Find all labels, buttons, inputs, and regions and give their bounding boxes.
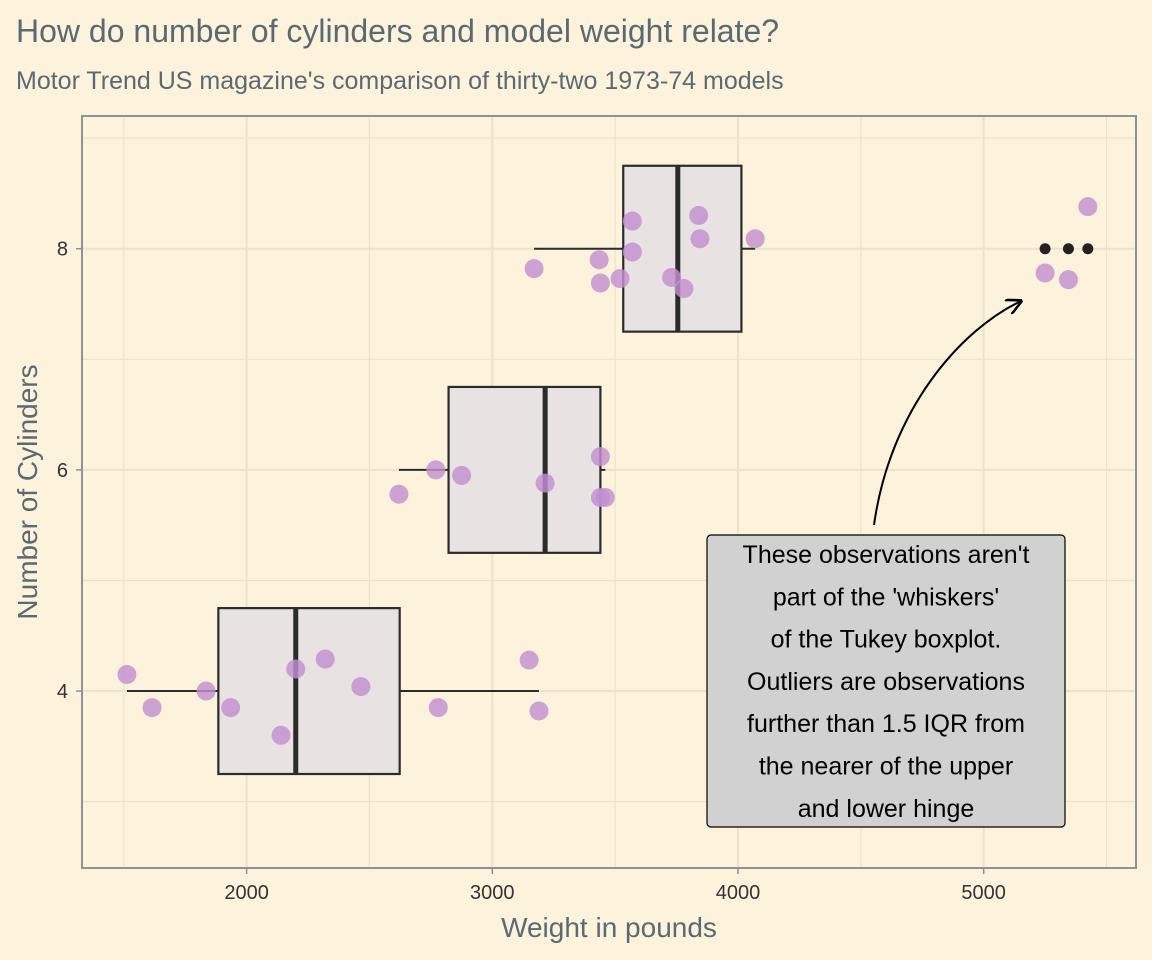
- data-point: [351, 677, 371, 697]
- y-tick-label: 6: [57, 460, 68, 482]
- data-point: [1078, 197, 1098, 217]
- outlier-point: [1082, 243, 1094, 255]
- outliers: [1039, 243, 1094, 255]
- annotation-line: Outliers are observations: [747, 668, 1025, 696]
- data-point: [690, 229, 710, 249]
- box-iqr: [447, 385, 602, 554]
- annotation-line: and lower hinge: [798, 795, 975, 823]
- panel-border: [81, 115, 1137, 869]
- data-point: [535, 473, 555, 493]
- data-point: [674, 279, 694, 299]
- data-point: [142, 698, 162, 718]
- y-axis-ticks: 4 6 8: [57, 239, 82, 703]
- data-point: [271, 725, 291, 745]
- x-tick-label: 5000: [961, 882, 1006, 904]
- y-tick-label: 4: [57, 681, 68, 703]
- data-point: [622, 242, 642, 262]
- data-point: [590, 447, 610, 467]
- data-point: [452, 465, 472, 485]
- annotation-line: of the Tukey boxplot.: [771, 626, 1002, 654]
- y-tick-label: 8: [57, 239, 68, 261]
- data-point: [589, 250, 609, 270]
- data-point: [689, 206, 709, 226]
- data-point: [221, 698, 241, 718]
- chart-subtitle: Motor Trend US magazine's comparison of …: [16, 67, 784, 95]
- outlier-point: [1039, 243, 1051, 255]
- data-point: [1058, 270, 1078, 290]
- x-tick-label: 3000: [470, 882, 515, 904]
- data-point: [117, 664, 137, 684]
- annotation-line: These observations aren't: [743, 541, 1030, 569]
- y-axis-label: Number of Cylinders: [12, 364, 43, 619]
- data-point: [529, 701, 549, 721]
- annotation: These observations aren't part of the 'wh…: [706, 301, 1066, 828]
- annotation-line: the nearer of the upper: [759, 753, 1013, 781]
- annotation-arrow: [873, 301, 1021, 526]
- data-point: [590, 273, 610, 293]
- data-point: [286, 659, 306, 679]
- box-group-6-cyl: [398, 385, 606, 554]
- data-point: [428, 698, 448, 718]
- chart-title: How do number of cylinders and model wei…: [16, 13, 779, 49]
- x-axis-label: Weight in pounds: [501, 912, 717, 943]
- box-group-4-cyl: [126, 607, 539, 776]
- box-group-8-cyl: [534, 164, 756, 333]
- data-point: [662, 267, 682, 287]
- data-point: [745, 229, 765, 249]
- data-point: [519, 650, 539, 670]
- data-point: [595, 488, 615, 508]
- points: [117, 197, 1098, 745]
- data-point: [315, 649, 335, 669]
- data-point: [196, 681, 216, 701]
- data-point: [610, 269, 630, 289]
- annotation-line: further than 1.5 IQR from: [747, 710, 1025, 738]
- data-point: [389, 484, 409, 504]
- annotation-text: These observations aren't part of the 'wh…: [743, 541, 1030, 823]
- data-point: [622, 211, 642, 231]
- data-point: [524, 259, 544, 279]
- box-iqr: [622, 164, 743, 333]
- boxes: [126, 164, 756, 776]
- x-axis-ticks: 2000 3000 4000 5000: [224, 868, 1006, 904]
- x-tick-label: 4000: [716, 882, 761, 904]
- annotation-line: part of the 'whiskers': [773, 583, 999, 611]
- data-point: [426, 460, 446, 480]
- data-point: [1035, 263, 1055, 283]
- outlier-point: [1062, 243, 1074, 255]
- annotation-box: [706, 534, 1066, 828]
- x-tick-label: 2000: [224, 882, 269, 904]
- box-iqr: [217, 607, 401, 776]
